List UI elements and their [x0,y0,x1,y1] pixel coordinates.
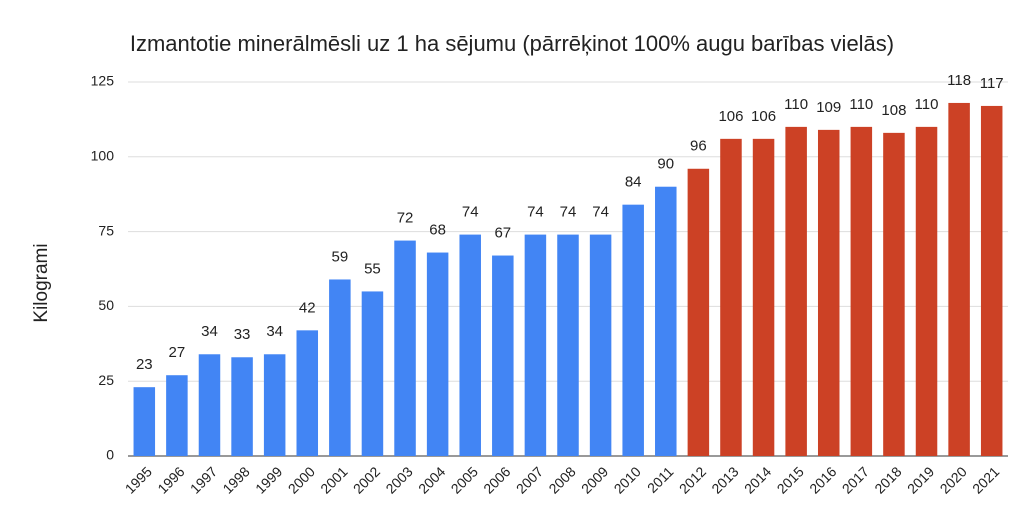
value-label: 110 [915,96,939,113]
x-tick-label: 2019 [904,463,937,496]
value-label: 109 [816,99,841,116]
bar [263,354,286,456]
bar [980,105,1003,456]
bar [752,138,775,456]
bar [426,252,449,456]
x-tick-label: 2012 [676,463,709,496]
value-label: 72 [397,210,414,227]
value-label: 42 [299,299,316,316]
bar [166,375,188,456]
value-label: 108 [881,102,906,119]
bar [492,255,514,456]
x-tick-label: 1995 [122,463,155,496]
bar [589,234,612,456]
value-label: 27 [169,344,186,361]
bar [655,186,677,456]
bar [883,132,905,456]
bar [687,168,710,456]
x-tick-label: 2021 [969,463,1002,496]
x-tick-label: 1997 [187,463,220,496]
bar [915,126,938,456]
value-label: 84 [625,174,642,191]
x-tick-label: 2018 [871,463,904,496]
x-tick-label: 1999 [252,463,285,496]
x-tick-label: 2000 [285,463,318,496]
x-tick-label: 2014 [741,463,774,496]
x-tick-label: 1996 [154,463,187,496]
y-tick-label: 50 [98,297,114,313]
bar [557,234,579,456]
value-label: 110 [784,96,808,113]
bar [720,138,742,456]
x-tick-label: 2008 [545,463,578,496]
value-label: 67 [494,225,511,242]
bar [850,126,873,456]
y-tick-label: 125 [91,73,115,89]
value-label: 74 [560,204,577,221]
x-tick-label: 2007 [513,463,546,496]
bar [394,240,416,456]
bar [329,279,351,456]
value-label: 33 [234,326,251,343]
x-tick-label: 2009 [578,463,611,496]
x-tick-label: 1998 [219,463,252,496]
x-tick-label: 2010 [611,463,644,496]
bar [459,234,481,456]
y-tick-label: 100 [91,148,115,164]
value-label: 74 [527,204,544,221]
value-label: 23 [136,356,153,373]
bar [198,354,221,456]
y-axis-label: Kilogrami [31,243,52,322]
bar [133,387,156,456]
bar [785,126,807,456]
value-label: 74 [592,204,609,221]
x-tick-label: 2013 [708,463,741,496]
value-label: 74 [462,204,479,221]
x-tick-label: 2015 [774,463,807,496]
bar [296,330,319,456]
x-tick-label: 2017 [839,463,872,496]
x-tick-label: 2005 [448,463,481,496]
value-label: 59 [332,248,349,265]
x-tick-label: 2002 [350,463,383,496]
value-label: 55 [364,260,381,277]
value-label: 106 [751,108,776,125]
value-label: 117 [980,75,1004,92]
value-label: 90 [657,156,674,173]
x-tick-label: 2006 [480,463,513,496]
value-label: 118 [947,72,971,89]
x-tick-label: 2020 [937,463,970,496]
y-tick-label: 75 [98,222,114,238]
x-tick-label: 2003 [382,463,415,496]
bar [817,129,840,456]
x-tick-label: 2001 [317,463,350,496]
value-label: 106 [718,108,743,125]
value-label: 110 [849,96,873,113]
bar [948,102,970,456]
y-tick-label: 0 [106,447,114,463]
value-label: 68 [429,222,446,239]
value-label: 96 [690,138,707,155]
x-tick-label: 2011 [644,463,677,496]
chart-title: Izmantotie minerālmēsli uz 1 ha sējumu (… [130,31,894,56]
y-tick-label: 25 [98,372,114,388]
value-label: 34 [201,323,218,340]
bar [231,357,253,456]
bar [361,291,384,456]
x-tick-label: 2016 [806,463,839,496]
x-tick-label: 2004 [415,463,448,496]
bar [622,204,644,456]
value-label: 34 [266,323,283,340]
bar [524,234,547,456]
